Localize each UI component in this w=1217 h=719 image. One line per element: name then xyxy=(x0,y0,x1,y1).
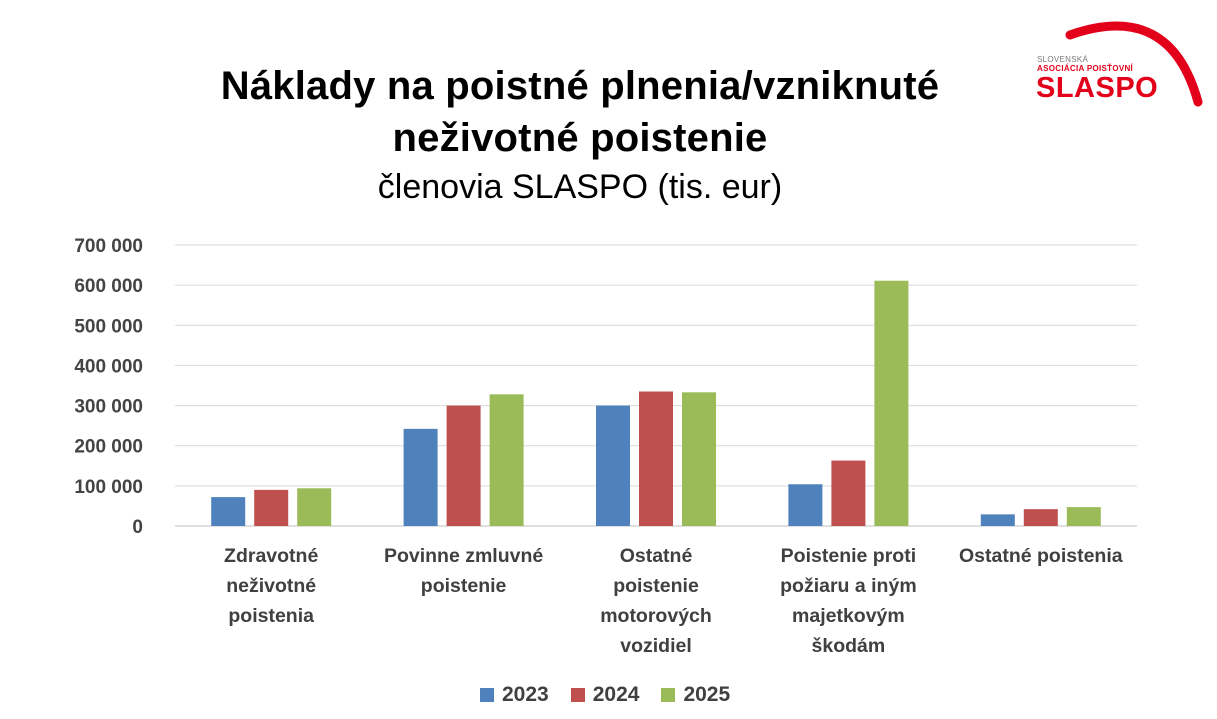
y-tick-label: 0 xyxy=(132,517,143,538)
x-category-label: Zdravotné neživotné poistenia xyxy=(181,541,361,631)
bar-2023-4 xyxy=(980,514,1015,526)
x-category-label: Ostatné poistenia xyxy=(951,541,1131,571)
x-category-label-line: Povinne zmluvné xyxy=(383,545,544,567)
legend-item-2025: 2025 xyxy=(661,683,730,707)
x-category-label-line: Zdravotné xyxy=(224,545,319,567)
bar-2023-2 xyxy=(596,405,630,526)
legend-swatch xyxy=(661,688,676,702)
legend-item-2023: 2023 xyxy=(480,683,549,707)
bar-2024-2 xyxy=(639,391,673,526)
y-tick-label: 500 000 xyxy=(74,316,143,337)
bar-2024-0 xyxy=(254,489,289,526)
logo-text-line-2: ASOCIÁCIA POISŤOVNÍ xyxy=(1037,64,1134,73)
logo-text-line-1: SLOVENSKÁ xyxy=(1037,55,1089,64)
x-category-label-line: neživotné xyxy=(226,575,317,597)
y-tick-label: 300 000 xyxy=(74,397,143,418)
bars xyxy=(211,280,1101,526)
x-category-label-line: poistenia xyxy=(228,605,314,627)
bar-2024-1 xyxy=(446,405,481,526)
x-category-label-line: Ostatné xyxy=(619,545,693,567)
legend-label: 2025 xyxy=(683,683,731,706)
bar-2025-4 xyxy=(1066,507,1101,526)
y-tick-label: 700 000 xyxy=(74,236,143,257)
x-category-label-line: škodám xyxy=(811,635,886,657)
legend-label: 2024 xyxy=(592,683,640,706)
bar-2023-3 xyxy=(788,484,823,526)
bar-2025-1 xyxy=(489,394,524,526)
slaspo-logo-arc-icon xyxy=(1065,21,1203,107)
y-tick-label: 200 000 xyxy=(74,437,143,458)
chart-title-line-2: neživotné poistenie xyxy=(392,116,768,160)
y-tick-label: 400 000 xyxy=(74,356,143,377)
x-category-label-line: vozidiel xyxy=(620,635,692,657)
x-category-label-line: motorových xyxy=(600,605,712,627)
bar-2025-0 xyxy=(297,488,332,526)
x-category-label-line: poistenie xyxy=(613,575,699,597)
legend-swatch xyxy=(570,688,585,702)
legend-label: 2023 xyxy=(502,683,549,706)
bar-2023-1 xyxy=(403,428,438,526)
x-category-label: Poistenie proti požiaru a iným majetkovým š… xyxy=(758,541,938,661)
x-category-label-line: Ostatné poistenia xyxy=(958,545,1123,567)
x-category-label-line: Poistenie proti xyxy=(780,545,917,567)
x-category-label: Povinne zmluvné poistenie xyxy=(374,541,554,601)
legend: 2023 2024 2025 xyxy=(480,683,752,707)
y-axis: 0 100 000 200 000 300 000 400 000 500 000 600 … xyxy=(74,236,143,538)
x-category-label-line: poistenie xyxy=(420,575,507,597)
bar-2024-4 xyxy=(1023,509,1058,526)
chart-subtitle: členovia SLASPO (tis. eur) xyxy=(377,168,783,206)
x-category-label-line: požiaru a iným xyxy=(780,575,917,597)
bar-2023-0 xyxy=(211,497,246,526)
y-tick-label: 600 000 xyxy=(74,276,143,297)
chart-title-line-1: Náklady na poistné plnenia/vzniknuté xyxy=(220,64,940,108)
logo-name: SLASPO xyxy=(1036,72,1159,104)
bar-2025-3 xyxy=(874,280,909,526)
legend-item-2024: 2024 xyxy=(570,683,640,707)
y-tick-label: 100 000 xyxy=(74,477,143,498)
bar-2025-2 xyxy=(682,392,716,526)
x-category-label-line: majetkovým xyxy=(792,605,905,627)
legend-swatch xyxy=(480,688,494,702)
x-category-label: Ostatné poistenie motorových vozidiel xyxy=(566,541,746,661)
bar-2024-3 xyxy=(831,460,866,526)
